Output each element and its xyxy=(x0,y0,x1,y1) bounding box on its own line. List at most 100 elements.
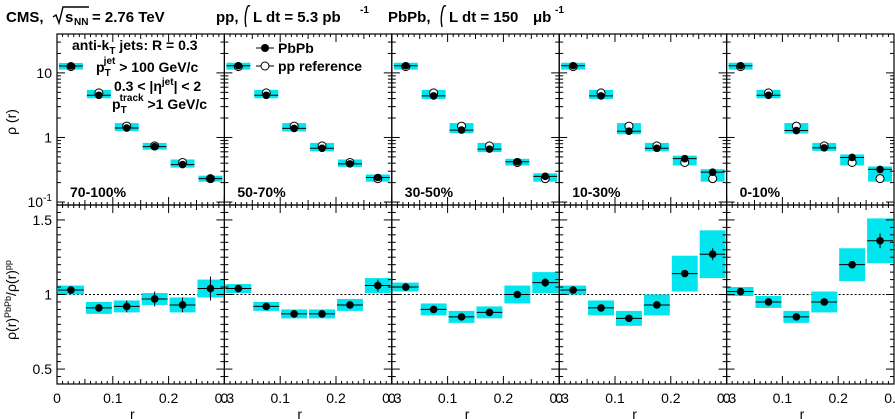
top-pbpb-marker xyxy=(513,157,522,166)
header-lumi-pbpb-unit: μb xyxy=(533,9,551,26)
x-tick-label: 0.1 xyxy=(773,390,793,406)
top-pbpb-marker xyxy=(457,126,466,134)
x-tick-label: 0.3 xyxy=(549,390,569,406)
header-experiment: CMS, xyxy=(6,9,44,26)
y-axis-title-ratio: ρ(r)PbPb/ρ(r)pp xyxy=(3,260,19,340)
ratio-marker xyxy=(67,286,75,294)
legend-pp-marker xyxy=(260,61,270,71)
top-pbpb-marker xyxy=(346,160,354,168)
x-axis-title: r xyxy=(297,406,302,419)
header-energy-sub: NN xyxy=(74,17,88,28)
header-lumi-pbpb-exp: -1 xyxy=(555,5,564,16)
ratio-marker xyxy=(597,304,605,312)
top-syst-band xyxy=(868,166,892,182)
header-energy-s: s xyxy=(65,9,73,26)
top-pbpb-marker xyxy=(122,124,131,132)
y-tick-labels: 10 1 10-1 0.5 1 1.5 xyxy=(28,65,53,377)
x-tick-label: 0.1 xyxy=(103,390,123,406)
x-tick-label: 0 xyxy=(388,390,396,406)
header-pbpb-prefix: PbPb, xyxy=(388,9,431,26)
top-pbpb-marker xyxy=(150,142,159,151)
x-tick-label: 0.1 xyxy=(438,390,458,406)
top-pbpb-marker xyxy=(206,174,215,183)
y-axis-title-top: ρ (r) xyxy=(3,109,19,135)
centrality-label: 30-50% xyxy=(405,184,454,200)
integral-sign-pbpb xyxy=(440,5,447,28)
top-pbpb-marker xyxy=(680,154,689,163)
top-pbpb-marker xyxy=(625,127,633,136)
top-pbpb-marker xyxy=(876,165,884,174)
top-pbpb-marker xyxy=(764,91,773,100)
x-tick-label: 0.1 xyxy=(605,390,625,406)
ratio-marker xyxy=(625,314,633,323)
ratio-marker xyxy=(346,301,354,309)
panel-grid: 0 0.1 0.2 0.3 70-100% 0 0.1 0.2 0.3 50-70% 0 0.1 0.2… xyxy=(28,33,895,406)
x-tick-label: 0.1 xyxy=(270,390,290,406)
legend-pbpb-marker xyxy=(261,44,269,52)
ratio-marker xyxy=(680,269,689,278)
ratio-marker xyxy=(401,283,410,291)
figure-header: CMS, s NN = 2.76 TeV pp, L dt = 5.3 pb -… xyxy=(6,5,564,28)
selection-text: anti-kT jets: R = 0.3 pTjet > 100 GeV/c … xyxy=(72,37,207,116)
x-tick-label: 0 xyxy=(555,390,563,406)
top-pbpb-marker xyxy=(597,92,605,100)
bottom-y-tick-label: 1 xyxy=(44,287,52,303)
ratio-marker xyxy=(653,301,661,309)
ratio-marker xyxy=(206,284,215,293)
centrality-label: 0-10% xyxy=(740,184,781,200)
x-tick-label: 0 xyxy=(723,390,731,406)
top-y-tick-label: 10-1 xyxy=(28,193,53,210)
top-pbpb-marker xyxy=(429,92,438,100)
top-pbpb-marker xyxy=(653,144,661,153)
ratio-marker xyxy=(736,287,745,296)
header-lumi-pp: L dt = 5.3 pb xyxy=(253,9,341,26)
panel-0-10%: 0 0.1 0.2 0.3 0-10% xyxy=(723,33,895,406)
x-axis-title: r xyxy=(800,406,805,419)
x-tick-label: 0 xyxy=(221,390,229,406)
ratio-marker xyxy=(178,301,187,309)
x-tick-label: 0.2 xyxy=(494,390,514,406)
x-tick-label: 0.2 xyxy=(828,390,848,406)
x-tick-label: 0.3 xyxy=(717,390,737,406)
ratio-marker xyxy=(876,237,884,245)
header-pp-prefix: pp, xyxy=(216,9,239,26)
legend-pp-label: pp reference xyxy=(278,58,362,74)
top-pbpb-marker xyxy=(736,61,745,70)
top-pbpb-marker xyxy=(848,153,856,162)
ratio-marker xyxy=(820,298,829,306)
selection-jets: anti-kT jets: R = 0.3 xyxy=(72,37,198,57)
ratio-marker xyxy=(122,302,131,311)
centrality-label: 70-100% xyxy=(70,184,127,200)
top-pbpb-marker xyxy=(485,145,494,153)
legend-pbpb-label: PbPb xyxy=(278,40,314,56)
top-pbpb-marker xyxy=(318,144,326,153)
ratio-marker xyxy=(792,313,801,321)
x-tick-label: 0 xyxy=(53,390,61,406)
panel-50-70%: 0 0.1 0.2 0.3 50-70% xyxy=(221,33,402,406)
ratio-marker xyxy=(262,302,271,311)
selection-pt-jet: pTjet > 100 GeV/c xyxy=(96,56,198,79)
header-energy-value: = 2.76 TeV xyxy=(92,9,165,26)
ratio-marker xyxy=(318,310,326,318)
ratio-marker xyxy=(234,284,243,293)
ratio-marker xyxy=(457,313,466,321)
ratio-marker xyxy=(513,290,522,299)
top-pbpb-marker xyxy=(290,124,298,133)
x-tick-label: 0.2 xyxy=(661,390,681,406)
selection-eta: 0.3 < |ηjet| < 2 xyxy=(114,77,201,94)
top-pbpb-marker xyxy=(234,61,243,70)
top-pbpb-marker xyxy=(708,168,717,176)
ratio-marker xyxy=(150,295,159,303)
y-axis-title-rho: ρ (r) xyxy=(3,109,19,135)
top-pbpb-marker xyxy=(792,126,801,135)
x-tick-label: 0.3 xyxy=(215,390,235,406)
top-pbpb-marker xyxy=(820,144,829,152)
top-pbpb-marker xyxy=(178,160,187,169)
ratio-marker xyxy=(764,298,773,306)
top-pbpb-marker xyxy=(67,62,75,70)
top-pbpb-marker xyxy=(401,61,410,70)
ratio-marker xyxy=(708,250,717,259)
integral-sign-pp xyxy=(244,5,251,28)
